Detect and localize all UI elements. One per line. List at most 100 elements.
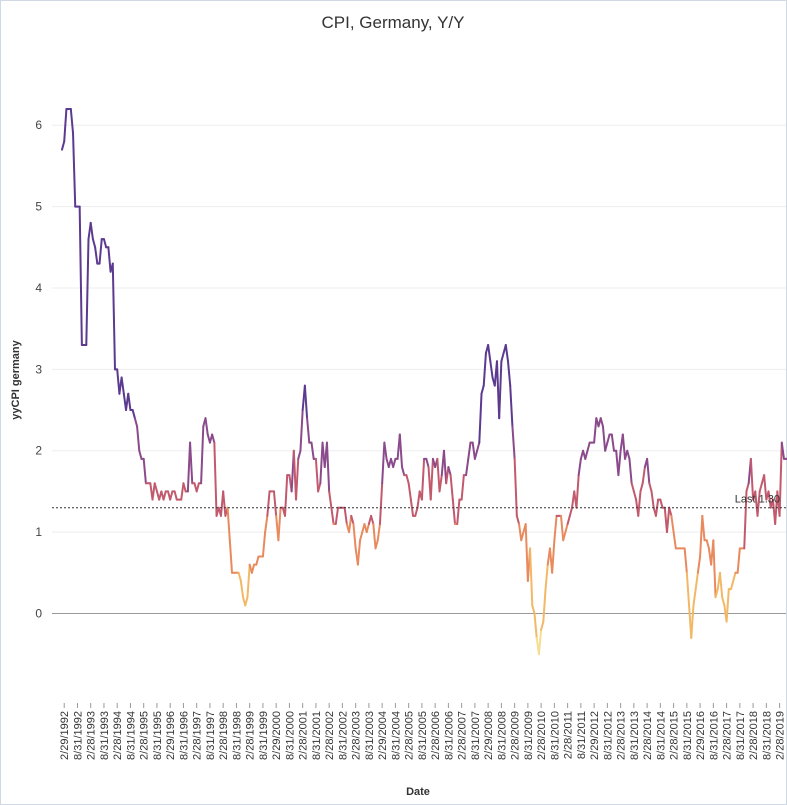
series-segment: [685, 571, 691, 607]
series-segment: [725, 588, 730, 623]
series-segment: [513, 457, 518, 517]
series-segment: [429, 457, 434, 501]
y-tick-label: 5: [35, 200, 42, 214]
series-segment: [758, 482, 763, 493]
x-tick-label: 8/31/1993: [99, 711, 111, 760]
series-segment: [718, 571, 724, 599]
series-segment: [520, 531, 525, 542]
x-tick-label: 8/31/1994: [125, 711, 137, 760]
x-tick-label: 2/28/2017: [722, 711, 734, 760]
x-tick-label: 2/28/2001: [298, 711, 310, 760]
series-segment: [659, 498, 664, 509]
series-segment: [672, 531, 677, 550]
x-tick-label: 2/28/2013: [616, 711, 628, 760]
series-segment: [284, 474, 289, 517]
series-segment: [507, 360, 512, 387]
series-segment: [61, 140, 66, 151]
series-segment: [89, 221, 94, 241]
series-segment: [471, 441, 476, 460]
series-segment: [266, 490, 271, 517]
series-segment: [551, 539, 556, 574]
series-segment: [566, 514, 571, 525]
x-tick-label: 8/31/2009: [523, 711, 535, 760]
series-segment: [425, 457, 430, 469]
series-segment: [442, 449, 448, 485]
series-segment: [445, 466, 450, 485]
series-segment: [173, 490, 178, 501]
series-segment: [72, 132, 77, 208]
x-tick-label: 2/29/2000: [271, 711, 283, 760]
series-segment: [632, 490, 638, 501]
x-tick-label: 8/31/1997: [205, 711, 217, 760]
series-segment: [169, 490, 174, 501]
series-segment: [500, 352, 505, 363]
x-tick-label: 2/28/2019: [775, 711, 787, 760]
series-segment: [398, 433, 404, 469]
series-segment: [299, 409, 304, 452]
series-segment: [138, 449, 143, 460]
series-segment: [420, 457, 426, 501]
series-segment: [515, 514, 521, 525]
series-segment: [559, 514, 565, 542]
series-segment: [317, 482, 322, 493]
series-segment: [182, 482, 187, 493]
series-segment: [261, 531, 267, 558]
series-segment: [153, 482, 158, 493]
series-segment: [94, 246, 99, 265]
series-segment: [564, 522, 569, 534]
x-tick-label: 8/31/1999: [258, 711, 270, 760]
series-segment: [568, 506, 574, 517]
series-segment: [250, 563, 256, 574]
series-segment: [584, 449, 589, 460]
y-tick-label: 0: [35, 606, 42, 620]
series-segment: [407, 482, 412, 501]
series-segment: [226, 506, 231, 542]
series-segment: [314, 457, 320, 493]
y-tick-label: 1: [35, 525, 42, 539]
series-segment: [200, 425, 205, 485]
series-segment: [447, 466, 452, 477]
series-segment: [69, 107, 75, 135]
x-tick-label: 8/31/2016: [708, 711, 720, 760]
series-segment: [743, 490, 748, 550]
x-tick-label: 8/31/2007: [470, 711, 482, 760]
series-segment: [732, 571, 737, 582]
series-segment: [577, 457, 582, 477]
series-segment: [646, 457, 651, 485]
x-tick-label: 2/29/2004: [377, 711, 389, 760]
series-segment: [228, 539, 234, 574]
x-tick-label: 2/29/2016: [695, 711, 707, 760]
series-segment: [330, 506, 335, 525]
series-segment: [409, 498, 415, 517]
x-tick-label: 8/31/1998: [231, 711, 243, 760]
series-segment: [531, 604, 536, 615]
x-tick-label: 2/28/2015: [669, 711, 681, 760]
series-segment: [694, 571, 699, 591]
y-axis-label: yyCPI germany: [10, 339, 22, 419]
series-segment: [127, 392, 132, 412]
series-segment: [692, 588, 697, 607]
series-segment: [222, 490, 227, 517]
series-segment: [537, 628, 543, 656]
x-tick-label: 2/28/2018: [748, 711, 760, 760]
series-segment: [544, 563, 549, 591]
series-layer: [61, 107, 787, 656]
series-segment: [107, 246, 112, 273]
series-segment: [142, 457, 147, 485]
series-segment: [239, 579, 245, 599]
series-segment: [111, 262, 116, 371]
series-segment: [334, 506, 339, 525]
series-segment: [465, 457, 470, 477]
series-segment: [621, 433, 627, 460]
series-segment: [244, 596, 249, 607]
x-tick-label: 2/29/2012: [589, 711, 601, 760]
series-segment: [670, 514, 675, 534]
x-tick-label: 8/31/2013: [629, 711, 641, 760]
x-tick-label: 2/28/1993: [86, 711, 98, 760]
series-segment: [533, 612, 538, 639]
chart-title: CPI, Germany, Y/Y: [322, 13, 465, 32]
series-segment: [668, 506, 673, 517]
series-segment: [438, 474, 443, 493]
x-tick-label: 2/29/1996: [165, 711, 177, 760]
